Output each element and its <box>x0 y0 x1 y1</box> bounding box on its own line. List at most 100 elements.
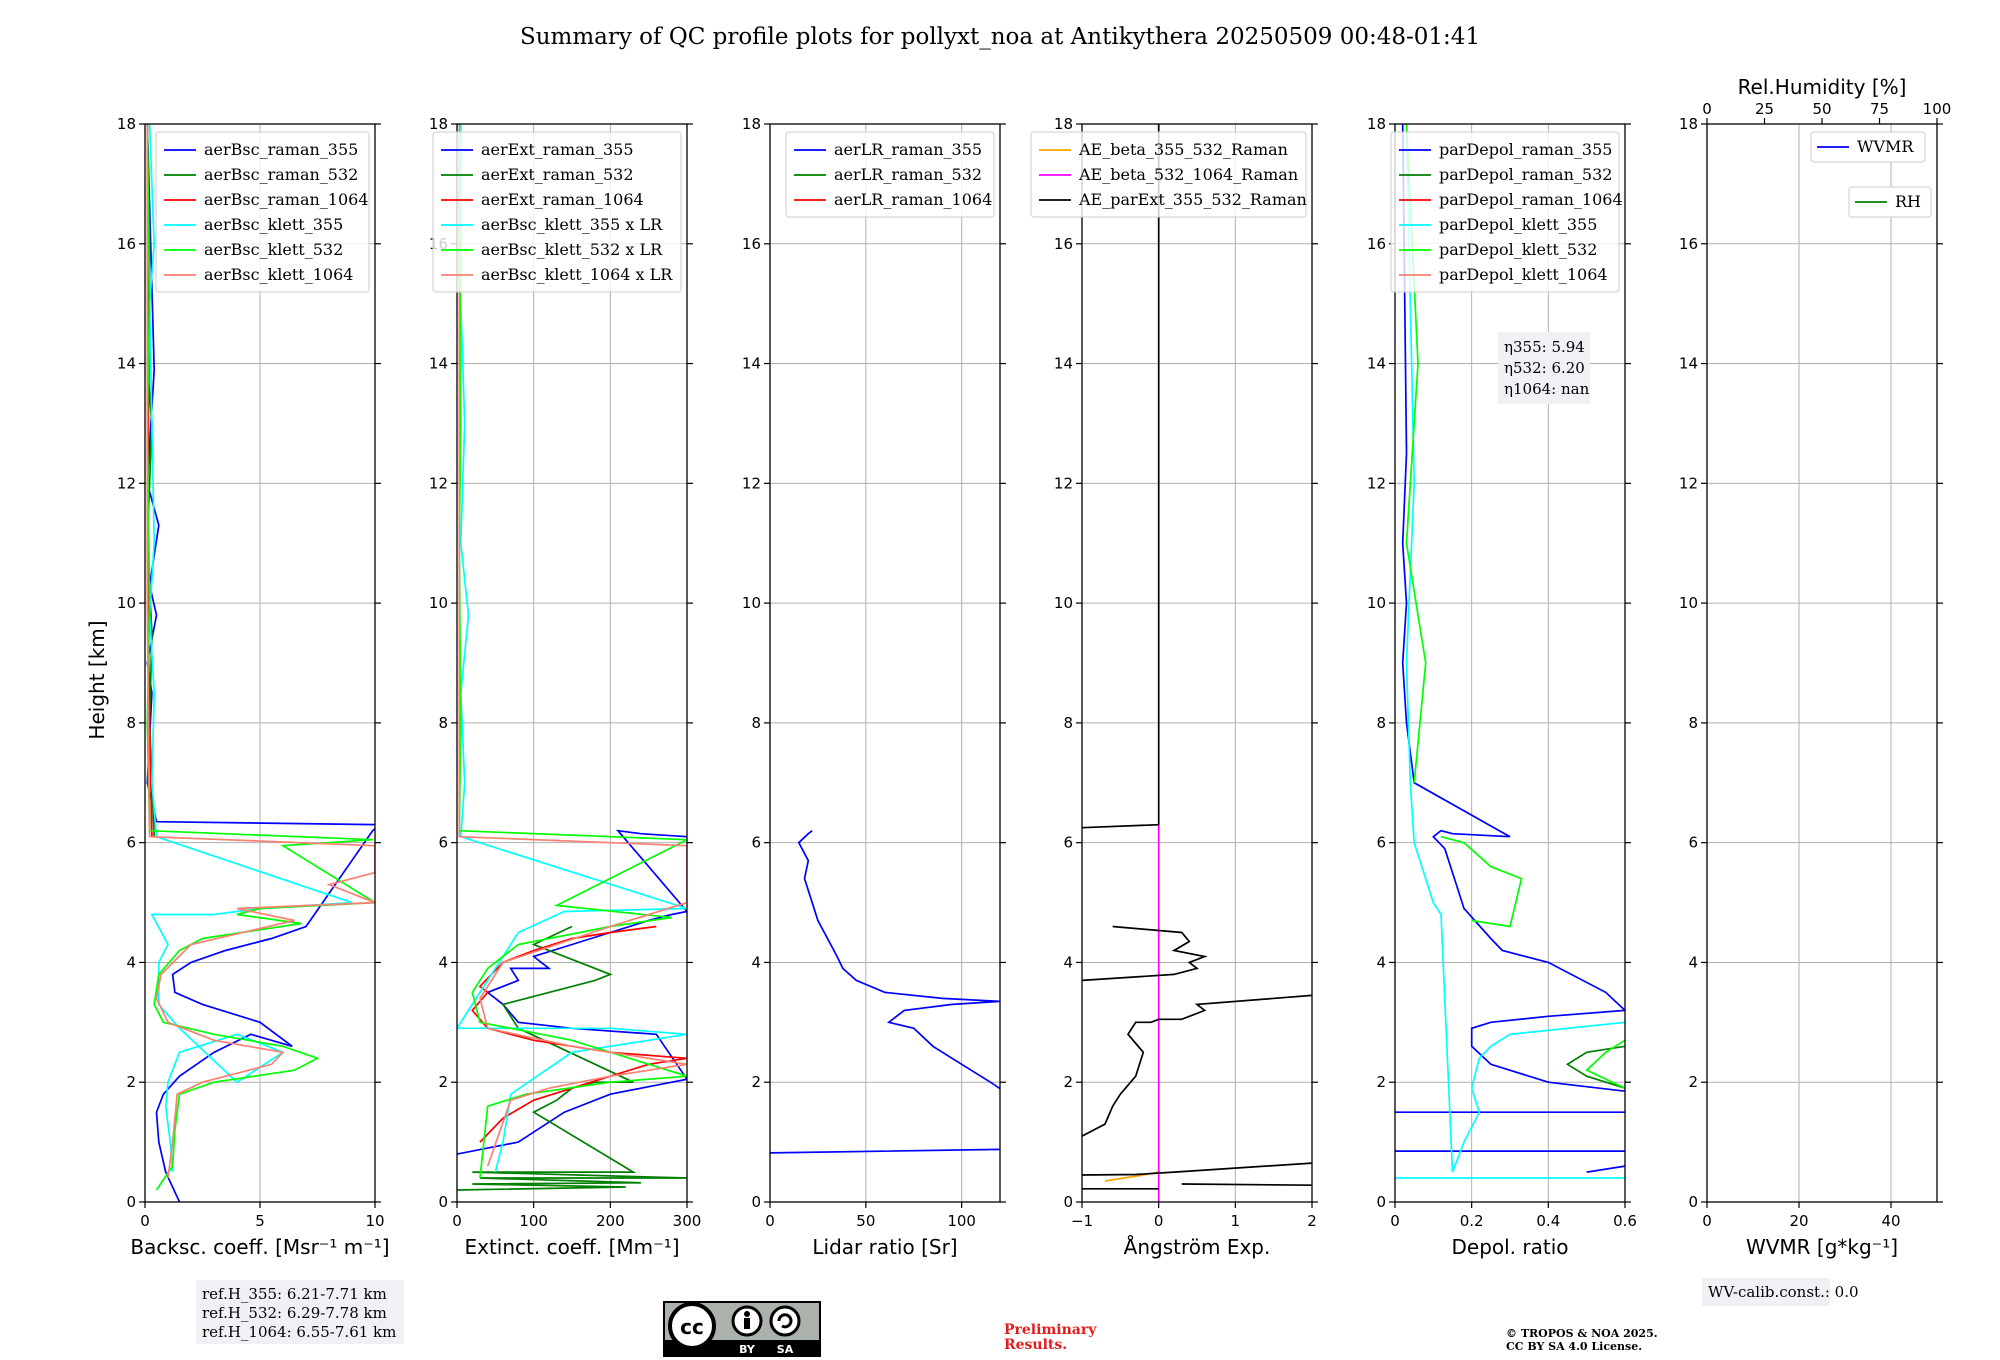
legend-label: parDepol_klett_1064 <box>1439 265 1608 284</box>
legend-label: aerLR_raman_355 <box>834 140 982 159</box>
series-line-parDepol_raman_355 <box>1395 124 1625 1173</box>
legend-label: aerBsc_raman_532 <box>204 165 358 184</box>
x-tick-label: 0 <box>1154 1212 1164 1230</box>
legend-label: aerBsc_klett_1064 <box>204 265 353 284</box>
series-line-parDepol_raman_532 <box>1565 1045 1625 1090</box>
cc-icon-glyph: cc <box>680 1315 704 1339</box>
legend-label: WVMR <box>1857 137 1914 156</box>
ref-height-355: ref.H_355: 6.21-7.71 km <box>202 1285 387 1303</box>
x-axis-label: Lidar ratio [Sr] <box>812 1235 957 1259</box>
x-axis-label: Extinct. coeff. [Mm⁻¹] <box>464 1235 679 1259</box>
series-line-aerLR_raman_355 <box>770 830 1000 1154</box>
eta-value: η532: 6.20 <box>1504 359 1585 377</box>
legend-label: aerBsc_klett_532 <box>204 240 343 259</box>
legend-label: aerBsc_raman_355 <box>204 140 358 159</box>
eta-value: η355: 5.94 <box>1504 338 1585 356</box>
y-tick-label: 10 <box>1054 594 1073 612</box>
panel-frame <box>769 123 1001 1203</box>
cc-license-badge: cc BY SA <box>663 1301 821 1357</box>
sa-share-arrow <box>777 1313 793 1329</box>
by-person-body <box>744 1318 750 1329</box>
y-tick-label: 0 <box>1063 1193 1073 1211</box>
preliminary-line-1: Preliminary <box>1004 1322 1097 1338</box>
legend-box <box>785 131 995 218</box>
legend-label: aerExt_raman_355 <box>481 140 634 159</box>
y-axis-label: Height [km] <box>85 620 109 739</box>
y-tick-label: 6 <box>751 834 761 852</box>
ref-height-1064: ref.H_1064: 6.55-7.61 km <box>202 1323 396 1341</box>
x-tick-label: 100 <box>519 1212 548 1230</box>
y-tick-label: 8 <box>438 714 448 732</box>
sa-share-icon <box>769 1305 801 1337</box>
copyright-line-1: © TROPOS & NOA 2025. <box>1506 1327 1658 1340</box>
legend-label: AE_parExt_355_532_Raman <box>1078 190 1307 209</box>
y-tick-label: 4 <box>438 953 448 971</box>
legend-label: AE_beta_532_1064_Raman <box>1078 165 1298 184</box>
cc-badge-by: BY <box>739 1343 756 1356</box>
y-tick-label: 14 <box>1054 355 1073 373</box>
y-tick-label: 10 <box>742 594 761 612</box>
top-x-tick-label: 75 <box>1870 100 1889 118</box>
legend-box <box>1810 131 1926 163</box>
x-tick-label: 200 <box>596 1212 625 1230</box>
x-tick-label: 0 <box>140 1212 150 1230</box>
x-tick-label: 50 <box>856 1212 875 1230</box>
ref-height-532: ref.H_532: 6.29-7.78 km <box>202 1304 387 1322</box>
eta-box-bg <box>1498 332 1590 404</box>
y-tick-label: 10 <box>1679 594 1698 612</box>
y-tick-label: 2 <box>1376 1073 1386 1091</box>
y-tick-label: 6 <box>1063 834 1073 852</box>
x-tick-label: 0.6 <box>1613 1212 1637 1230</box>
x-tick-label: 20 <box>1789 1212 1808 1230</box>
y-tick-label: 14 <box>1367 355 1386 373</box>
y-tick-label: 16 <box>742 235 761 253</box>
y-tick-label: 18 <box>1054 115 1073 133</box>
series-line-aerExt_raman_355 <box>457 829 687 1155</box>
ref-height-box: ref.H_355: 6.21-7.71 km ref.H_532: 6.29-… <box>196 1280 404 1344</box>
y-tick-label: 0 <box>126 1193 136 1211</box>
series-line-AE_parExt_355_532_Raman <box>1082 124 1312 1190</box>
cc-icon <box>668 1302 716 1350</box>
x-tick-label: 10 <box>365 1212 384 1230</box>
legend-label: parDepol_klett_532 <box>1439 240 1597 259</box>
panel-frame <box>1081 123 1313 1203</box>
series-line-aerExt_raman_1064 <box>471 925 687 1143</box>
y-tick-label: 12 <box>742 474 761 492</box>
legend-label: aerLR_raman_532 <box>834 165 982 184</box>
by-person-head <box>744 1311 750 1317</box>
y-tick-label: 4 <box>126 953 136 971</box>
x-axis-label: Depol. ratio <box>1451 1235 1568 1259</box>
y-tick-label: 12 <box>1367 474 1386 492</box>
y-tick-label: 8 <box>1688 714 1698 732</box>
y-tick-label: 18 <box>117 115 136 133</box>
y-tick-label: 4 <box>1688 953 1698 971</box>
x-tick-label: 5 <box>255 1212 265 1230</box>
series-line-parDepol_klett_355 <box>1395 124 1625 1179</box>
cc-badge-sa: SA <box>777 1343 794 1356</box>
y-tick-label: 14 <box>117 355 136 373</box>
y-tick-label: 0 <box>1376 1193 1386 1211</box>
legend-label: aerBsc_klett_1064 x LR <box>481 265 673 284</box>
y-tick-label: 4 <box>1063 953 1073 971</box>
x-tick-label: 2 <box>1307 1212 1317 1230</box>
x-axis-label: WVMR [g*kg⁻¹] <box>1746 1235 1898 1259</box>
y-tick-label: 8 <box>1063 714 1073 732</box>
y-tick-label: 16 <box>117 235 136 253</box>
y-tick-label: 10 <box>1367 594 1386 612</box>
top-x-tick-label: 50 <box>1812 100 1831 118</box>
eta-value: η1064: nan <box>1504 380 1590 398</box>
x-tick-label: 0 <box>452 1212 462 1230</box>
panel-1: 0 5 10 0 2 4 6 8 10 12 14 16 18 Backsc. coeff. [Msr⁻¹… <box>117 115 390 1259</box>
y-tick-label: 14 <box>742 355 761 373</box>
y-tick-label: 18 <box>742 115 761 133</box>
legend-label: parDepol_raman_355 <box>1439 140 1612 159</box>
panel-frame <box>1394 123 1626 1203</box>
top-x-tick-label: 0 <box>1702 100 1712 118</box>
y-tick-label: 8 <box>126 714 136 732</box>
x-tick-label: 0.4 <box>1536 1212 1560 1230</box>
panel-3: 0 50 100 0 2 4 6 8 10 12 14 16 18 Lidar ratio [Sr] aer… <box>742 115 1006 1259</box>
legend-label: aerExt_raman_1064 <box>481 190 644 209</box>
y-tick-label: 12 <box>1054 474 1073 492</box>
